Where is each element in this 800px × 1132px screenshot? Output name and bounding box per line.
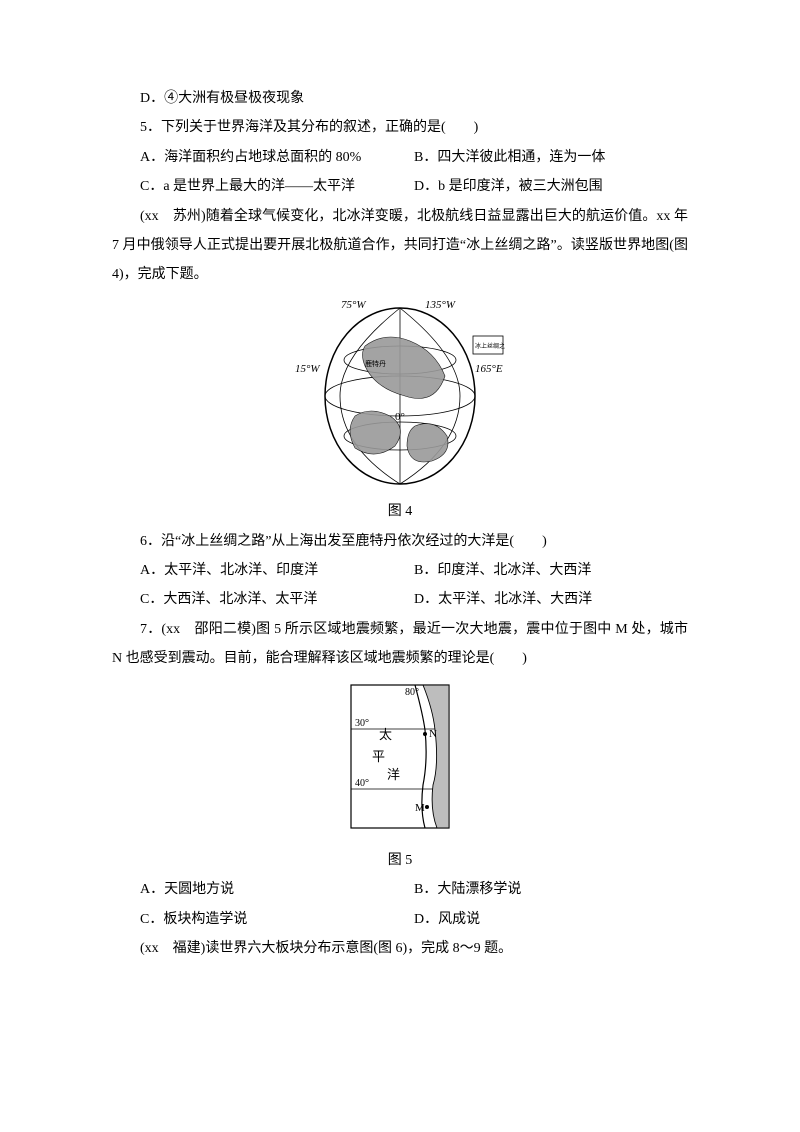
q7-optB[interactable]: B．大陆漂移学说: [414, 875, 688, 904]
q7-optD[interactable]: D．风成说: [414, 905, 688, 934]
fig5-ocean3: 洋: [387, 767, 400, 782]
q6-optC[interactable]: C．大西洋、北冰洋、太平洋: [140, 585, 414, 614]
figure-5: 80° 30° 40° 太 平 洋 N M: [112, 679, 688, 845]
fig4-label-nw: 75°W: [341, 299, 366, 311]
q7-options-row1: A．天圆地方说 B．大陆漂移学说: [112, 875, 688, 904]
fig5-lat30: 30°: [355, 718, 369, 729]
q6-optA[interactable]: A．太平洋、北冰洋、印度洋: [140, 556, 414, 585]
q7-optC[interactable]: C．板块构造学说: [140, 905, 414, 934]
q5-optB[interactable]: B．四大洋彼此相通，连为一体: [414, 143, 688, 172]
fig5-M: M: [415, 802, 425, 814]
figure-4: 75°W 135°W 15°W 165°E 0° 冰上丝绸之路 鹿特丹: [112, 296, 688, 497]
context-1: (xx 苏州)随着全球气候变化，北冰洋变暖，北极航线日益显露出巨大的航运价值。x…: [112, 202, 688, 290]
q5-optA[interactable]: A．海洋面积约占地球总面积的 80%: [140, 143, 414, 172]
q6-stem: 6．沿“冰上丝绸之路”从上海出发至鹿特丹依次经过的大洋是( ): [112, 527, 688, 556]
fig4-label-e: 165°E: [475, 363, 503, 375]
q6-options-row2: C．大西洋、北冰洋、太平洋 D．太平洋、北冰洋、大西洋: [112, 585, 688, 614]
fig4-label-rot: 鹿特丹: [365, 359, 386, 368]
q5-options-row2: C．a 是世界上最大的洋——太平洋 D．b 是印度洋，被三大洲包围: [112, 172, 688, 201]
q6-options-row1: A．太平洋、北冰洋、印度洋 B．印度洋、北冰洋、大西洋: [112, 556, 688, 585]
fig5-lat40: 40°: [355, 778, 369, 789]
q5-optD[interactable]: D．b 是印度洋，被三大洲包围: [414, 172, 688, 201]
q5-stem: 5．下列关于世界海洋及其分布的叙述，正确的是( ): [112, 113, 688, 142]
q7-stem: 7．(xx 邵阳二模)图 5 所示区域地震频繁，最近一次大地震，震中位于图中 M…: [112, 615, 688, 674]
fig5-N: N: [429, 728, 437, 740]
q6-optB[interactable]: B．印度洋、北冰洋、大西洋: [414, 556, 688, 585]
q7-options-row2: C．板块构造学说 D．风成说: [112, 905, 688, 934]
fig5-ocean2: 平: [372, 749, 385, 764]
figure-4-caption: 图 4: [112, 497, 688, 526]
q7-optA[interactable]: A．天圆地方说: [140, 875, 414, 904]
fig4-label-w: 15°W: [295, 363, 320, 375]
figure-5-caption: 图 5: [112, 846, 688, 875]
q6-optD[interactable]: D．太平洋、北冰洋、大西洋: [414, 585, 688, 614]
fig4-label-tag: 冰上丝绸之路: [475, 342, 505, 350]
fig5-ocean1: 太: [379, 727, 392, 742]
q5-optC[interactable]: C．a 是世界上最大的洋——太平洋: [140, 172, 414, 201]
q4-optD: D．④大洲有极昼极夜现象: [112, 84, 688, 113]
fig5-lon: 80°: [405, 687, 419, 698]
context-2: (xx 福建)读世界六大板块分布示意图(图 6)，完成 8～9 题。: [112, 934, 688, 963]
fig4-label-eq: 0°: [395, 411, 405, 423]
fig4-label-ne: 135°W: [425, 299, 456, 311]
q5-options-row1: A．海洋面积约占地球总面积的 80% B．四大洋彼此相通，连为一体: [112, 143, 688, 172]
